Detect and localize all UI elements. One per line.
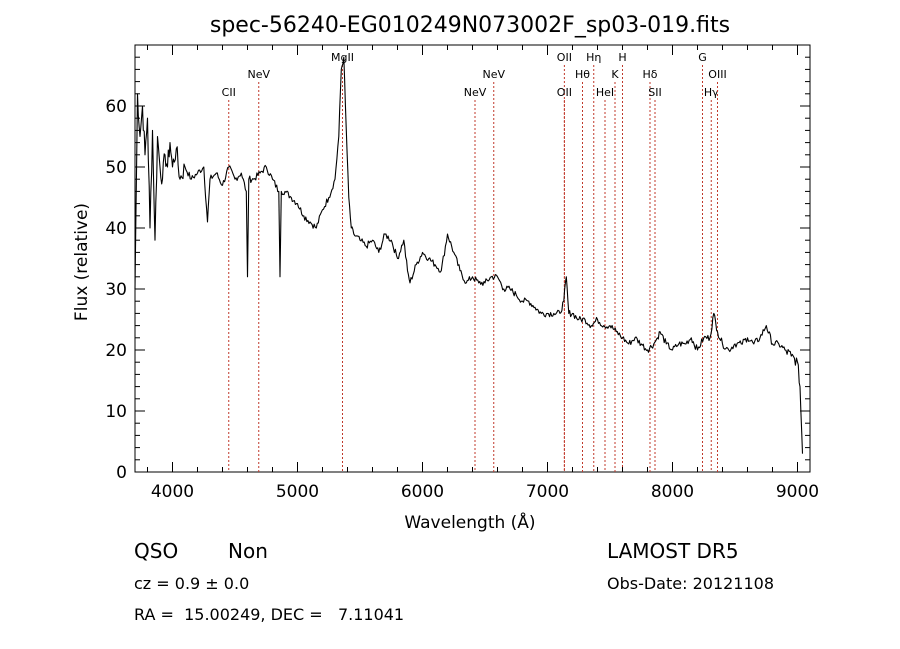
y-tick-label: 20 <box>105 341 127 361</box>
line-marker-label: Hγ <box>704 86 719 99</box>
line-marker-label: G <box>698 51 707 64</box>
line-marker-label: MgII <box>331 51 354 64</box>
x-tick-label: 6000 <box>401 482 444 502</box>
line-marker-label: NeV <box>247 68 270 81</box>
y-tick-label: 30 <box>105 280 127 300</box>
line-marker-label: NeV <box>482 68 505 81</box>
line-marker-label: OII <box>557 86 572 99</box>
chart-title: spec-56240-EG010249N073002F_sp03-019.fit… <box>210 13 730 38</box>
line-marker-label: H <box>618 51 626 64</box>
line-marker-label: CII <box>222 86 236 99</box>
y-tick-label: 0 <box>116 463 127 483</box>
line-marker-label: Hη <box>586 51 601 64</box>
x-tick-label: 5000 <box>276 482 319 502</box>
line-marker-label: NeV <box>464 86 487 99</box>
x-tick-label: 9000 <box>776 482 819 502</box>
x-axis-label: Wavelength (Å) <box>404 511 535 533</box>
line-marker-label: OIII <box>708 68 726 81</box>
x-tick-label: 4000 <box>151 482 194 502</box>
subclass-label: Non <box>228 539 268 563</box>
plot-frame <box>134 44 811 473</box>
line-marker-label: HeI <box>596 86 614 99</box>
y-tick-label: 10 <box>105 402 127 422</box>
obs-date: Obs-Date: 20121108 <box>607 574 774 593</box>
spectrum-line <box>134 56 804 454</box>
class-label: QSO <box>134 539 178 563</box>
y-tick-label: 60 <box>105 97 127 117</box>
line-marker-label: SII <box>648 86 661 99</box>
survey-label: LAMOST DR5 <box>607 539 739 563</box>
line-marker-label: K <box>611 68 619 81</box>
cz-value: cz = 0.9 ± 0.0 <box>134 574 249 593</box>
line-marker-label: Hθ <box>575 68 590 81</box>
x-tick-label: 7000 <box>526 482 569 502</box>
x-tick-label: 8000 <box>651 482 694 502</box>
y-tick-label: 40 <box>105 219 127 239</box>
ra-dec-value: RA = 15.00249, DEC = 7.11041 <box>134 605 404 624</box>
y-tick-label: 50 <box>105 158 127 178</box>
line-marker-label: OII <box>557 51 572 64</box>
y-axis-label: Flux (relative) <box>72 203 92 321</box>
axes: 4000 5000 6000 7000 8000 9000 0 10 20 30 40 50 60 <box>105 45 819 502</box>
line-marker-label: Hδ <box>642 68 657 81</box>
